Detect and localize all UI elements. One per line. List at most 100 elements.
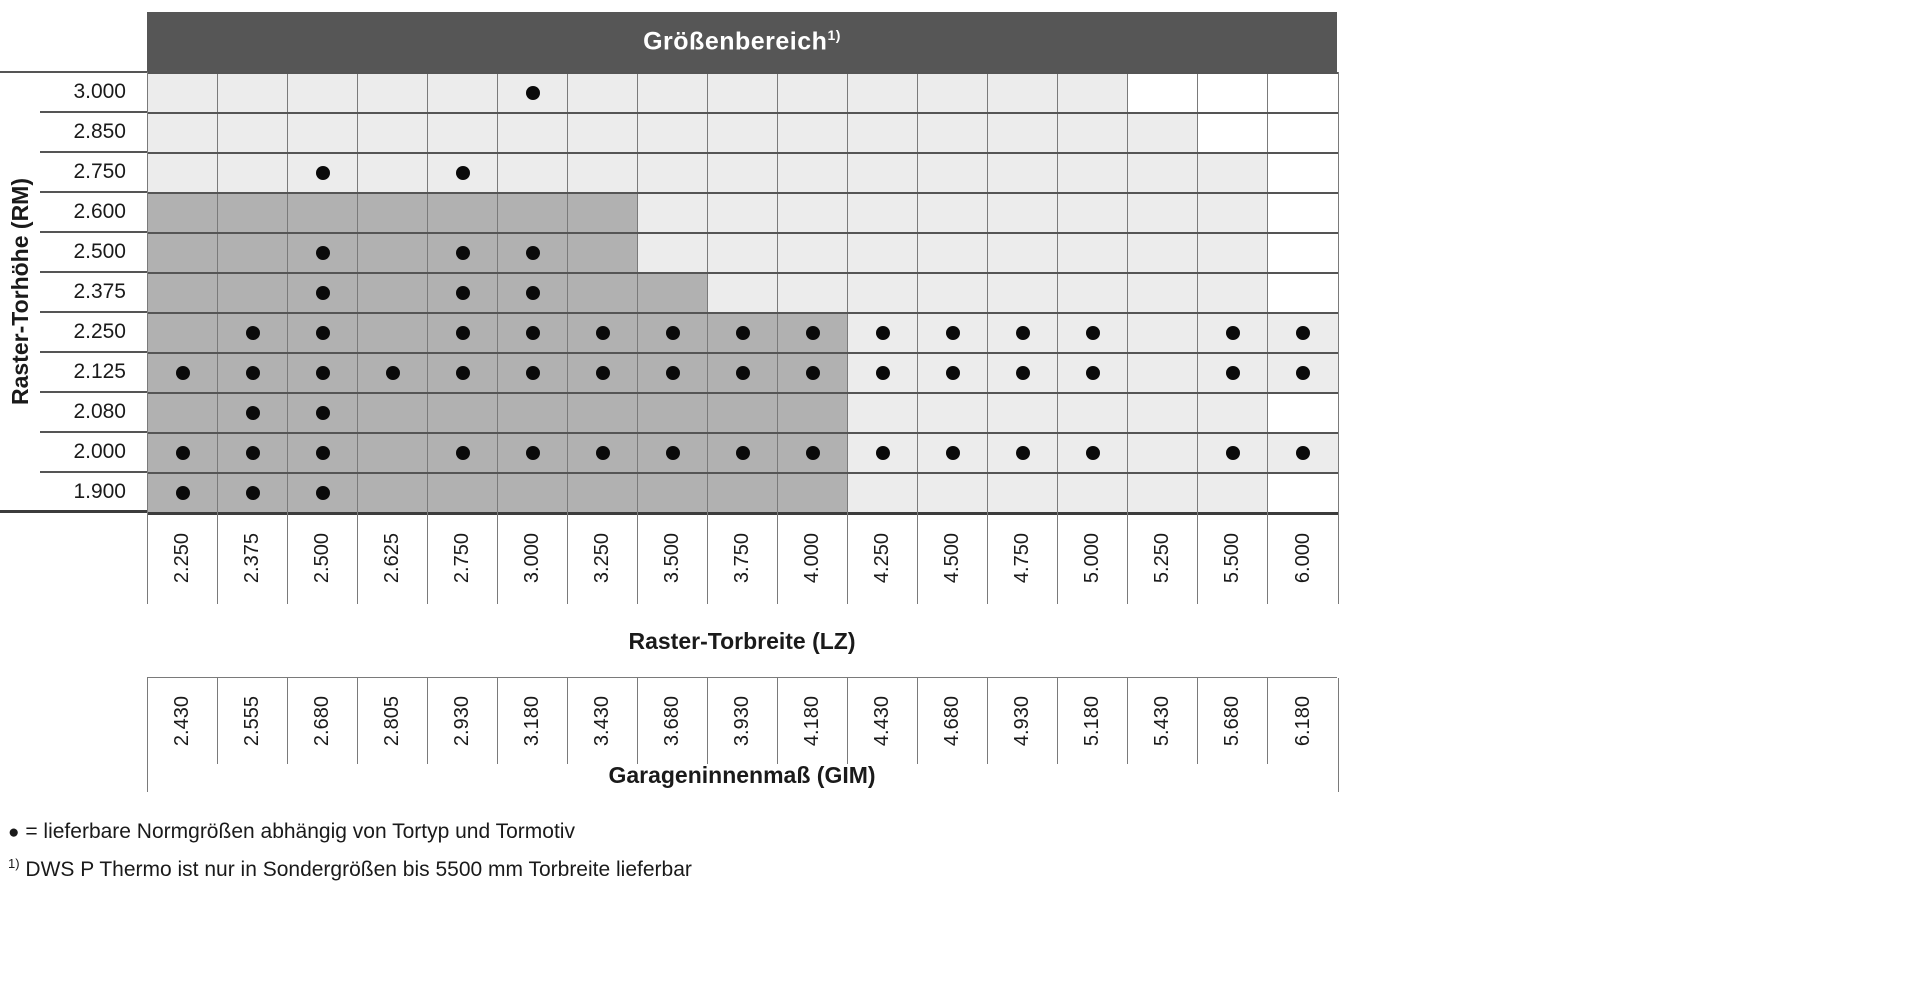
lz-label-text: 6.000 [1291, 532, 1314, 584]
size-cell [848, 474, 918, 512]
size-cell [428, 114, 498, 152]
availability-dot-icon [595, 326, 610, 340]
size-cell [358, 434, 428, 472]
gim-label-text: 4.930 [1011, 695, 1033, 747]
grid-row [148, 312, 1338, 352]
availability-dot-icon [455, 326, 470, 340]
availability-dot-icon [525, 446, 540, 460]
availability-dot-icon [1225, 446, 1240, 460]
size-cell [848, 114, 918, 152]
row-label-column: 3.000 2.850 2.750 2.600 2.500 2.375 2.250 2.125… [0, 71, 147, 512]
gim-axis-title: Garageninnenmaß (GIM) [608, 762, 876, 788]
size-cell [498, 74, 568, 112]
size-cell [988, 154, 1058, 192]
availability-dot-icon [945, 446, 960, 460]
lz-label: 3.000 [498, 512, 568, 604]
size-cell [218, 114, 288, 152]
gim-label-text: 4.430 [871, 695, 893, 747]
row-separator-line [40, 351, 147, 353]
header-footnote-marker: 1) [827, 27, 841, 44]
size-cell [638, 154, 708, 192]
size-cell [638, 474, 708, 512]
size-cell [568, 474, 638, 512]
lz-label-text: 3.000 [521, 532, 543, 584]
lz-label: 3.750 [708, 512, 778, 604]
footnote-line: 1) DWS P Thermo ist nur in Sondergrößen … [8, 848, 692, 885]
size-cell [1128, 114, 1198, 152]
gim-label-text: 3.930 [731, 695, 753, 747]
gim-label: 4.930 [988, 678, 1058, 764]
size-cell [498, 194, 568, 232]
availability-dot-icon [455, 166, 470, 180]
size-cell [988, 474, 1058, 512]
size-cell [778, 74, 848, 112]
size-cell [358, 114, 428, 152]
lz-label: 4.000 [778, 512, 848, 604]
size-cell [1268, 154, 1338, 192]
size-cell [498, 154, 568, 192]
size-cell [708, 194, 778, 232]
size-cell [778, 314, 848, 352]
size-cell [918, 194, 988, 232]
availability-dot-icon [945, 326, 960, 340]
lz-label: 4.750 [988, 512, 1058, 604]
row-separator-line [40, 231, 147, 233]
size-cell [988, 314, 1058, 352]
size-cell [638, 394, 708, 432]
size-cell [848, 194, 918, 232]
availability-dot-icon [315, 166, 330, 180]
gim-label-text: 3.680 [661, 695, 683, 747]
lz-axis-title: Raster-Torbreite (LZ) [628, 628, 856, 654]
size-cell [568, 434, 638, 472]
gim-label-text: 5.430 [1151, 695, 1173, 747]
grid-row [148, 192, 1338, 232]
gim-column-labels: 2.430 2.555 2.680 2.805 2.930 3.180 3.430 3.680… [147, 678, 1339, 792]
size-cell [218, 474, 288, 512]
size-cell [428, 154, 498, 192]
size-cell [848, 434, 918, 472]
size-cell [288, 114, 358, 152]
size-cell [568, 194, 638, 232]
gim-label: 4.680 [918, 678, 988, 764]
lz-label: 5.500 [1198, 512, 1268, 604]
availability-dot-icon [175, 486, 190, 500]
size-cell [1268, 114, 1338, 152]
size-cell [428, 234, 498, 272]
size-cell [918, 434, 988, 472]
size-cell [428, 274, 498, 312]
lz-label-text: 4.500 [941, 532, 963, 584]
availability-dot-icon [875, 446, 890, 460]
size-cell [1128, 394, 1198, 432]
size-cell [848, 354, 918, 392]
size-cell [428, 74, 498, 112]
size-cell [1198, 194, 1268, 232]
size-cell [218, 154, 288, 192]
size-cell [848, 314, 918, 352]
size-cell [358, 394, 428, 432]
availability-dot-icon [735, 366, 750, 380]
availability-dot-icon [245, 326, 260, 340]
size-range-header: Größenbereich1) [147, 12, 1337, 72]
size-cell [1128, 274, 1198, 312]
size-cell [1058, 74, 1128, 112]
row-separator-line [0, 71, 147, 73]
size-cell [1198, 314, 1268, 352]
size-cell [148, 354, 218, 392]
lz-label: 5.000 [1058, 512, 1128, 604]
size-cell [568, 354, 638, 392]
size-cell [1268, 434, 1338, 472]
availability-dot-icon [595, 366, 610, 380]
size-cell [568, 314, 638, 352]
size-cell [568, 274, 638, 312]
size-cell [498, 314, 568, 352]
size-cell [358, 474, 428, 512]
grid-row [148, 472, 1338, 512]
size-cell [988, 194, 1058, 232]
size-cell [148, 274, 218, 312]
size-cell [988, 274, 1058, 312]
gim-label: 3.680 [638, 678, 708, 764]
size-cell [1198, 354, 1268, 392]
lz-label-text: 5.500 [1221, 532, 1243, 584]
size-cell [918, 314, 988, 352]
size-matrix-grid [147, 72, 1339, 515]
